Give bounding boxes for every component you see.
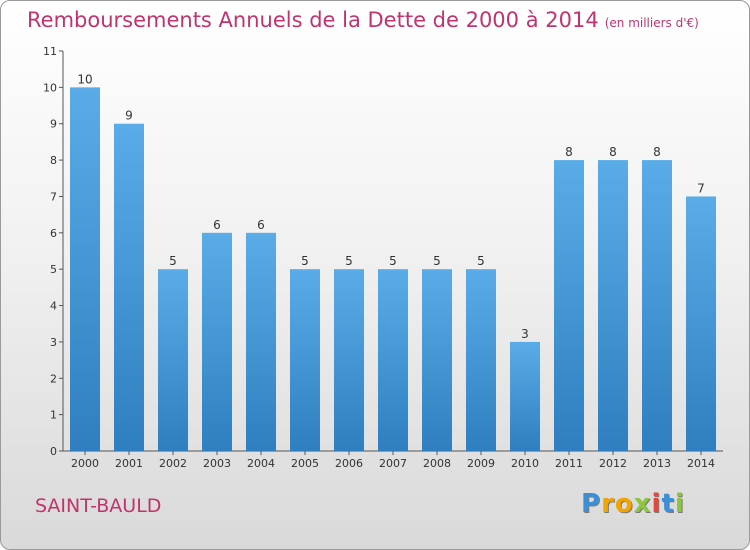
data-label: 6 (213, 218, 221, 232)
x-tick-label: 2006 (335, 457, 363, 470)
axes: 0 1 2 3 4 5 6 7 8 9 10 11 2000 2001 2002 2003 2004 2005 20… (43, 45, 723, 470)
y-tick-label: 0 (50, 445, 57, 458)
chart-title-text: Remboursements Annuels de la Dette de 20… (27, 8, 599, 32)
x-tick-label: 2003 (203, 457, 231, 470)
chart-subtitle: (en milliers d'€) (604, 16, 699, 30)
x-tick-label: 2005 (291, 457, 319, 470)
data-labels-group: 10 9 5 6 6 5 5 5 5 5 3 8 8 8 7 (77, 72, 704, 341)
bar (334, 269, 364, 451)
y-tick-label: 8 (50, 154, 57, 167)
x-tick-label: 2004 (247, 457, 275, 470)
bar (554, 160, 584, 451)
x-tick-label: 2013 (643, 457, 671, 470)
data-label: 5 (169, 254, 177, 268)
logo-letter: r (601, 489, 615, 519)
bar (378, 269, 408, 451)
x-tick-label: 2002 (159, 457, 187, 470)
data-label: 5 (345, 254, 353, 268)
logo-letter: x (633, 489, 652, 519)
bar (686, 196, 716, 451)
bar (202, 232, 232, 451)
y-tick-label: 9 (50, 118, 57, 131)
logo-letter: i (674, 489, 685, 519)
data-label: 3 (521, 327, 529, 341)
bar (290, 269, 320, 451)
bar (466, 269, 496, 451)
data-label: 8 (565, 145, 573, 159)
bar (70, 87, 100, 451)
chart-title: Remboursements Annuels de la Dette de 20… (27, 8, 699, 32)
bar (598, 160, 628, 451)
data-label: 5 (301, 254, 309, 268)
data-label: 7 (697, 181, 705, 195)
bar (422, 269, 452, 451)
data-label: 6 (257, 218, 265, 232)
x-tick-label: 2001 (115, 457, 143, 470)
x-tick-label: 2008 (423, 457, 451, 470)
bars-group (70, 87, 716, 452)
proxiti-logo: Proxiti (581, 489, 685, 519)
data-label: 5 (389, 254, 397, 268)
logo-letter: i (651, 489, 662, 519)
y-tick-label: 5 (50, 263, 57, 276)
bar (158, 269, 188, 451)
data-label: 10 (77, 72, 92, 86)
data-label: 5 (433, 254, 441, 268)
bar (510, 341, 540, 451)
logo-letter: o (614, 489, 634, 519)
city-name: SAINT-BAULD (35, 495, 162, 517)
y-tick-label: 6 (50, 227, 57, 240)
x-tick-label: 2014 (687, 457, 715, 470)
x-tick-label: 2011 (555, 457, 583, 470)
bar (246, 232, 276, 451)
y-tick-label: 2 (50, 372, 57, 385)
x-tick-label: 2012 (599, 457, 627, 470)
y-tick-label: 10 (43, 81, 57, 94)
logo-letter: P (581, 489, 602, 519)
y-tick-label: 4 (50, 300, 57, 313)
x-tick-label: 2009 (467, 457, 495, 470)
data-label: 8 (653, 145, 661, 159)
x-tick-label: 2010 (511, 457, 539, 470)
data-label: 8 (609, 145, 617, 159)
logo-letter: t (661, 489, 675, 519)
data-label: 5 (477, 254, 485, 268)
y-tick-label: 3 (50, 336, 57, 349)
x-tick-label: 2000 (71, 457, 99, 470)
x-tick-label: 2007 (379, 457, 407, 470)
bar (642, 160, 672, 451)
y-tick-label: 7 (50, 190, 57, 203)
y-tick-label: 11 (43, 45, 57, 58)
bar (114, 123, 144, 452)
data-label: 9 (125, 109, 133, 123)
y-tick-label: 1 (50, 409, 57, 422)
